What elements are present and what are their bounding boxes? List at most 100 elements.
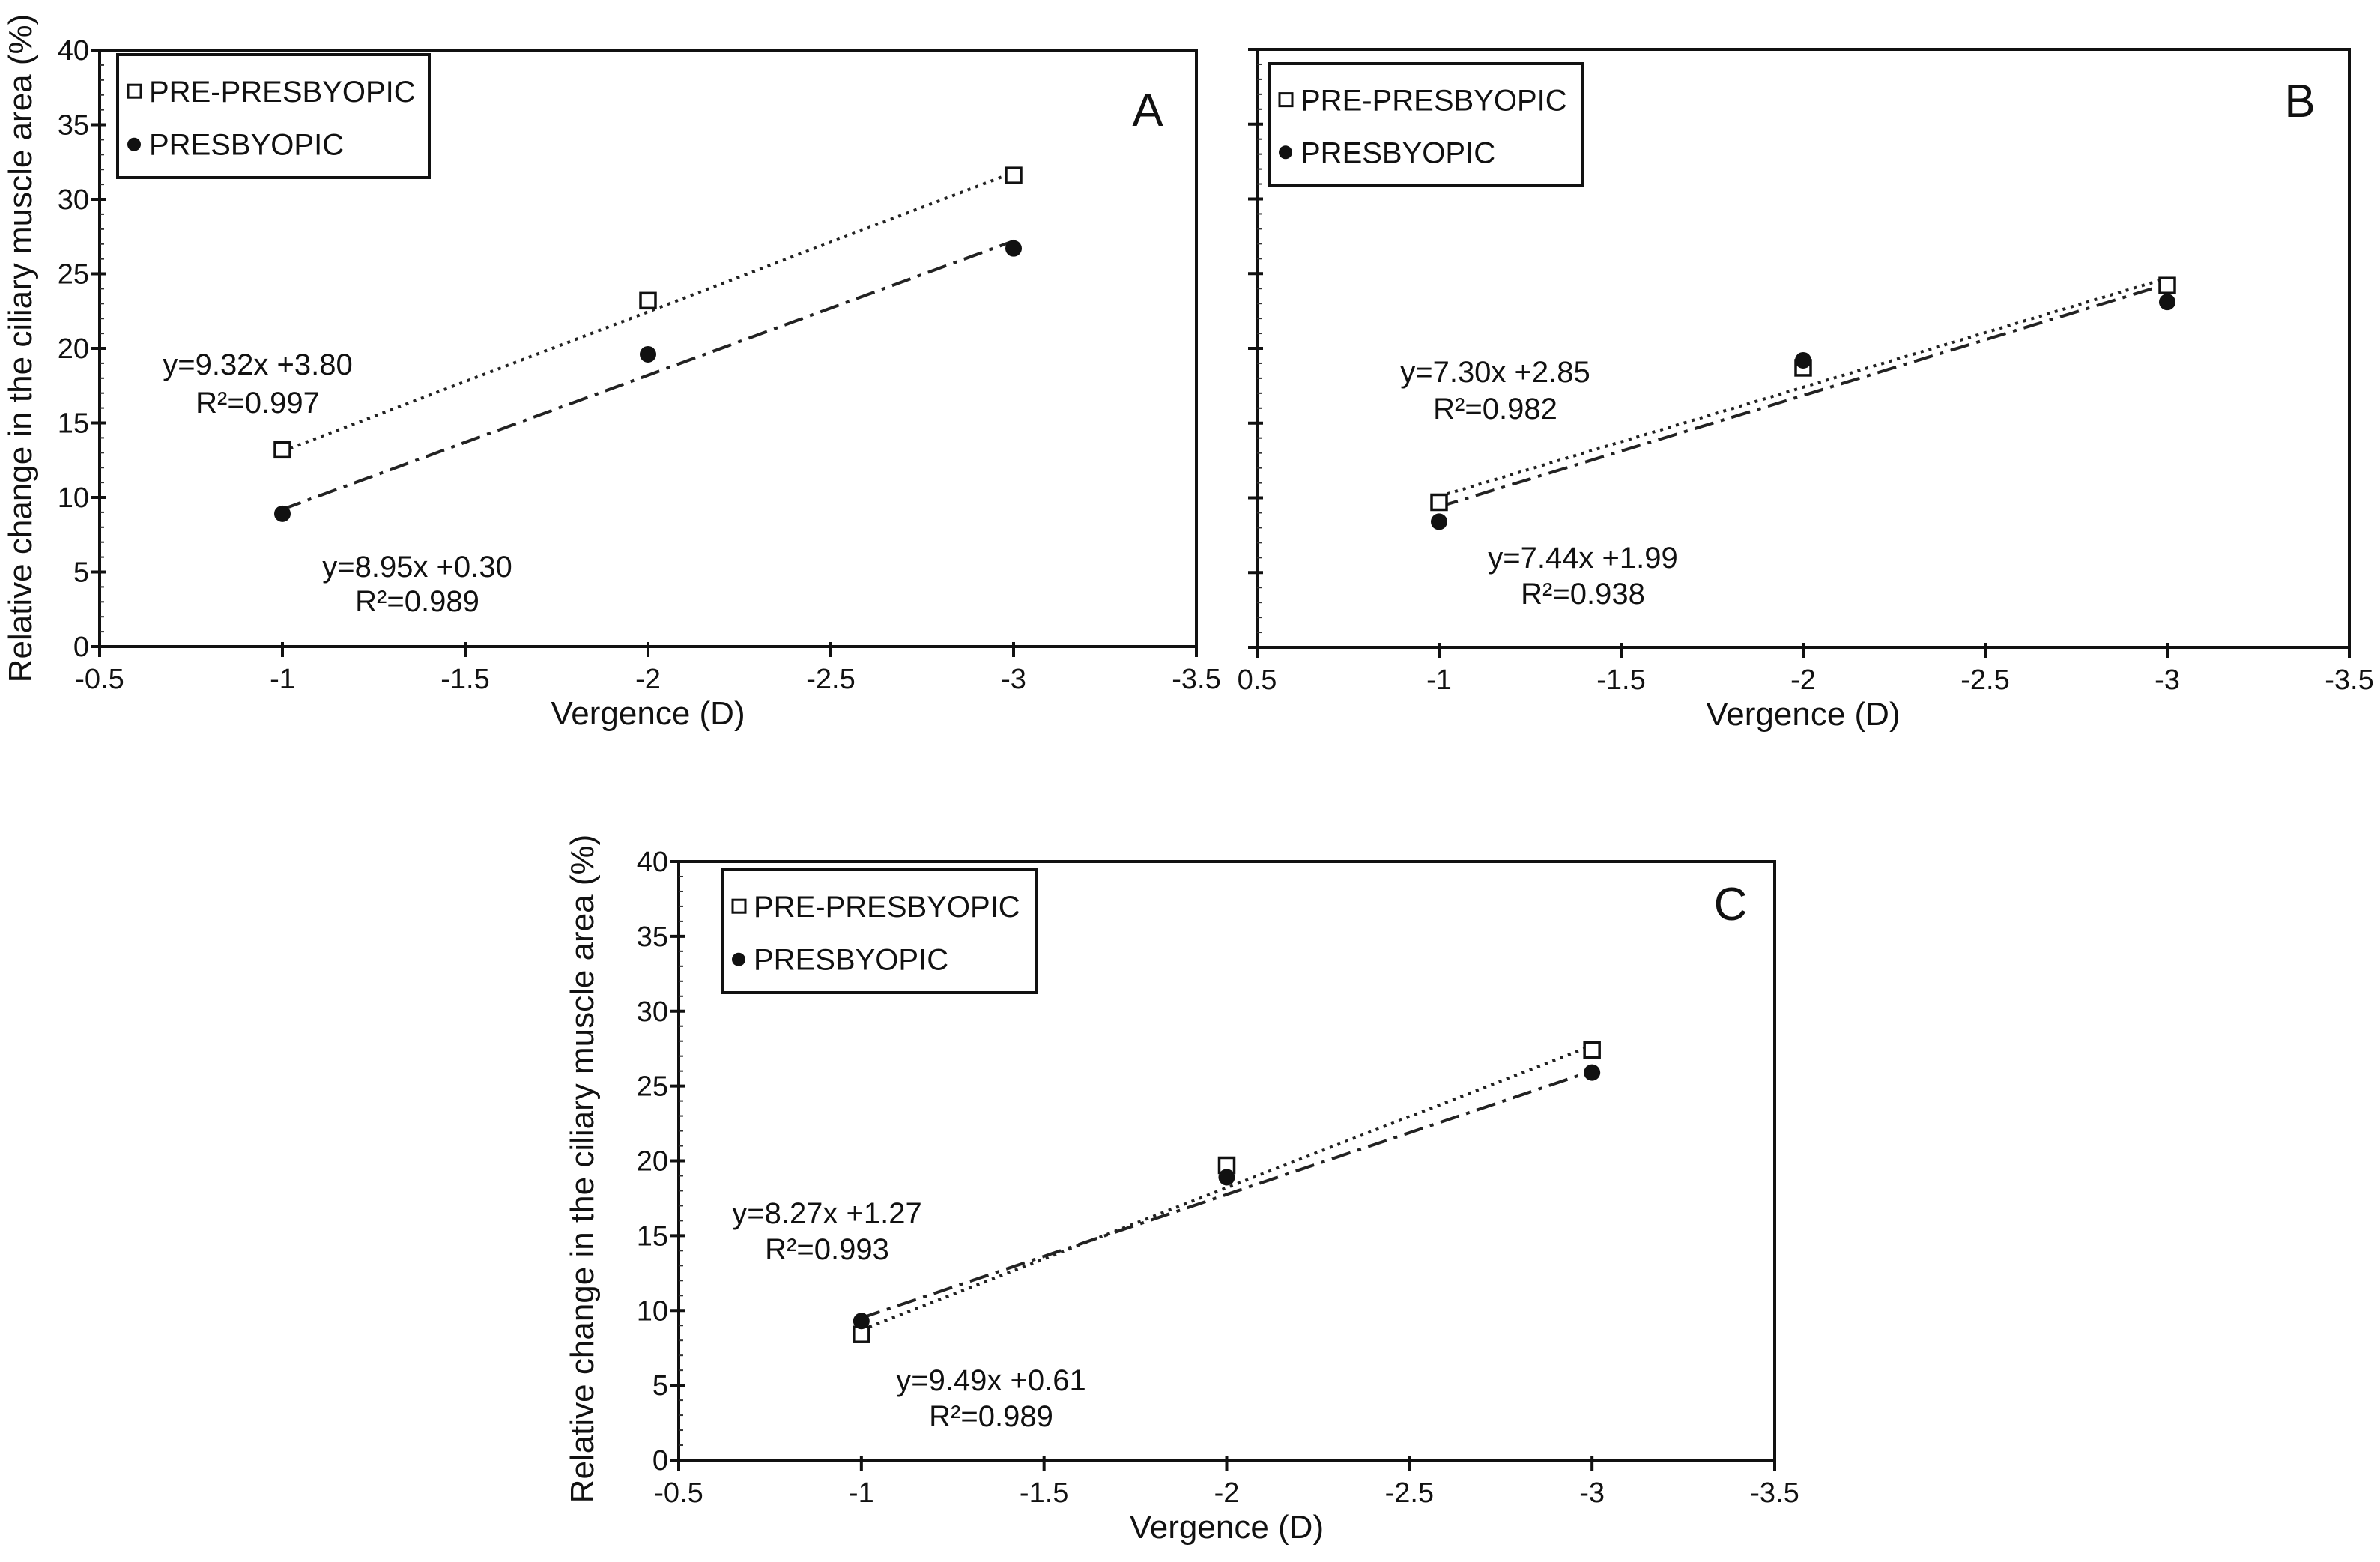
x-axis-label: Vergence (D) (1706, 696, 1900, 733)
trendline-dash-dot (282, 239, 1014, 511)
y-tick-label: 40 (637, 847, 668, 878)
x-axis-label: Vergence (D) (1130, 1509, 1324, 1546)
y-tick-label: 35 (637, 921, 668, 953)
equation-label: y=7.44x +1.99 (1488, 542, 1678, 575)
x-tick-label: -2 (1790, 665, 1816, 696)
data-point-presbyopic (1584, 1064, 1601, 1081)
x-tick-label: -2 (635, 664, 661, 695)
data-point-presbyopic (1431, 513, 1447, 530)
y-tick-label: 25 (58, 259, 89, 291)
equation-label: y=9.49x +0.61 (896, 1364, 1086, 1397)
x-tick-label: -3.5 (1750, 1477, 1799, 1509)
y-tick-label: 35 (58, 110, 89, 142)
legend-marker-circle-icon (127, 137, 141, 151)
legend: PRE-PRESBYOPIC PRESBYOPIC (721, 868, 1038, 994)
data-point-presbyopic (274, 505, 291, 522)
y-tick-label: 5 (652, 1370, 668, 1402)
trendline-dash-dot (1438, 282, 2168, 509)
r-squared-label: R²=0.993 (765, 1233, 889, 1266)
y-axis-label: Relative change in the ciliary muscle ar… (2, 14, 39, 683)
equation-label: y=8.95x +0.30 (322, 551, 512, 584)
data-point-pre-presbyopic (2158, 276, 2176, 294)
y-tick-label: 15 (58, 408, 89, 440)
trendline-dotted (282, 171, 1014, 453)
equation-label: y=9.32x +3.80 (163, 348, 353, 381)
y-tick-label: 10 (637, 1295, 668, 1327)
panel-c: 0 5 10 15 20 25 30 35 40 -0.5 -1 -1.5 -2 -2.5 -3 -3.5 Ve… (564, 835, 1799, 1546)
legend-marker-square-icon (731, 898, 747, 914)
y-tick-label: 25 (637, 1071, 668, 1103)
data-point-presbyopic (640, 345, 656, 363)
y-axis-label: Relative change in the ciliary muscle ar… (564, 835, 601, 1504)
x-axis-label: Vergence (D) (551, 695, 745, 732)
x-tick-label: -1 (849, 1477, 874, 1509)
y-tick-label: 30 (637, 996, 668, 1028)
r-squared-label: R²=0.982 (1433, 393, 1557, 426)
legend-label: PRESBYOPIC (754, 944, 948, 977)
legend-label: PRE-PRESBYOPIC (149, 76, 416, 109)
legend-label: PRE-PRESBYOPIC (1300, 85, 1567, 118)
x-tick-label: -0.5 (75, 664, 124, 695)
y-tick-label: 0 (73, 632, 89, 663)
x-tick-label: -3.5 (1172, 664, 1220, 695)
legend-label: PRESBYOPIC (149, 129, 344, 162)
x-tick-label: -2.5 (1385, 1477, 1434, 1509)
x-tick-label: 0.5 (1238, 665, 1277, 696)
trendline-dotted (861, 1044, 1593, 1332)
legend-marker-square-icon (1278, 92, 1294, 108)
x-tick-label: -3 (1579, 1477, 1605, 1509)
y-tick-label: 5 (73, 557, 89, 589)
legend-marker-circle-icon (1279, 145, 1292, 160)
r-squared-label: R²=0.989 (929, 1400, 1053, 1433)
y-tick-label: 10 (58, 482, 89, 514)
legend-marker-square-icon (127, 83, 142, 99)
x-tick-label: -2.5 (1960, 665, 2009, 696)
r-squared-label: R²=0.997 (196, 387, 320, 420)
panel-a: 0 5 10 15 20 25 30 35 40 -0.5 -1 -1.5 -2 -2.5 -3 -3.5 Ve… (2, 14, 1221, 732)
panel-label: C (1714, 879, 1748, 930)
data-point-presbyopic (1218, 1169, 1235, 1186)
panel-label: A (1132, 85, 1163, 136)
r-squared-label: R²=0.938 (1521, 578, 1645, 611)
legend-marker-circle-icon (732, 952, 745, 966)
data-point-pre-presbyopic (273, 441, 291, 459)
trendline-dash-dot (861, 1069, 1593, 1320)
x-tick-label: -3.5 (2325, 665, 2373, 696)
panel-label: B (2284, 76, 2315, 127)
y-tick-label: 0 (652, 1445, 668, 1477)
x-tick-label: -3 (2155, 665, 2180, 696)
y-tick-label: 20 (637, 1146, 668, 1178)
equation-label: y=8.27x +1.27 (732, 1197, 922, 1230)
x-tick-label: -1 (270, 664, 295, 695)
x-tick-label: -3 (1001, 664, 1026, 695)
x-tick-label: -0.5 (654, 1477, 703, 1509)
data-point-pre-presbyopic (1583, 1041, 1601, 1059)
data-point-pre-presbyopic (1005, 166, 1023, 184)
x-tick-label: -2 (1214, 1477, 1240, 1509)
legend: PRE-PRESBYOPIC PRESBYOPIC (116, 53, 431, 179)
legend-box (1268, 62, 1584, 187)
data-point-presbyopic (1005, 240, 1022, 257)
y-tick-label: 20 (58, 333, 89, 365)
x-tick-label: -1 (1426, 665, 1452, 696)
legend-label: PRE-PRESBYOPIC (754, 891, 1020, 924)
data-point-presbyopic (1795, 351, 1811, 369)
legend-box (116, 53, 431, 179)
legend: PRE-PRESBYOPIC PRESBYOPIC (1268, 62, 1584, 187)
equation-label: y=7.30x +2.85 (1400, 356, 1590, 389)
r-squared-label: R²=0.989 (355, 585, 479, 618)
x-tick-label: -1.5 (1596, 665, 1645, 696)
panel-b: 0.5 -1 -1.5 -2 -2.5 -3 -3.5 Vergence (D) y=7.30x… (1238, 48, 2374, 733)
data-point-pre-presbyopic (1430, 493, 1448, 512)
y-tick-label: 30 (58, 184, 89, 216)
legend-box (721, 868, 1038, 994)
x-tick-label: -2.5 (806, 664, 855, 695)
y-tick-label: 15 (637, 1220, 668, 1252)
data-point-pre-presbyopic (639, 291, 657, 310)
x-tick-label: -1.5 (1020, 1477, 1068, 1509)
x-tick-label: -1.5 (440, 664, 489, 695)
data-point-presbyopic (853, 1313, 870, 1330)
data-point-presbyopic (2159, 294, 2175, 311)
y-tick-label: 40 (58, 35, 89, 67)
